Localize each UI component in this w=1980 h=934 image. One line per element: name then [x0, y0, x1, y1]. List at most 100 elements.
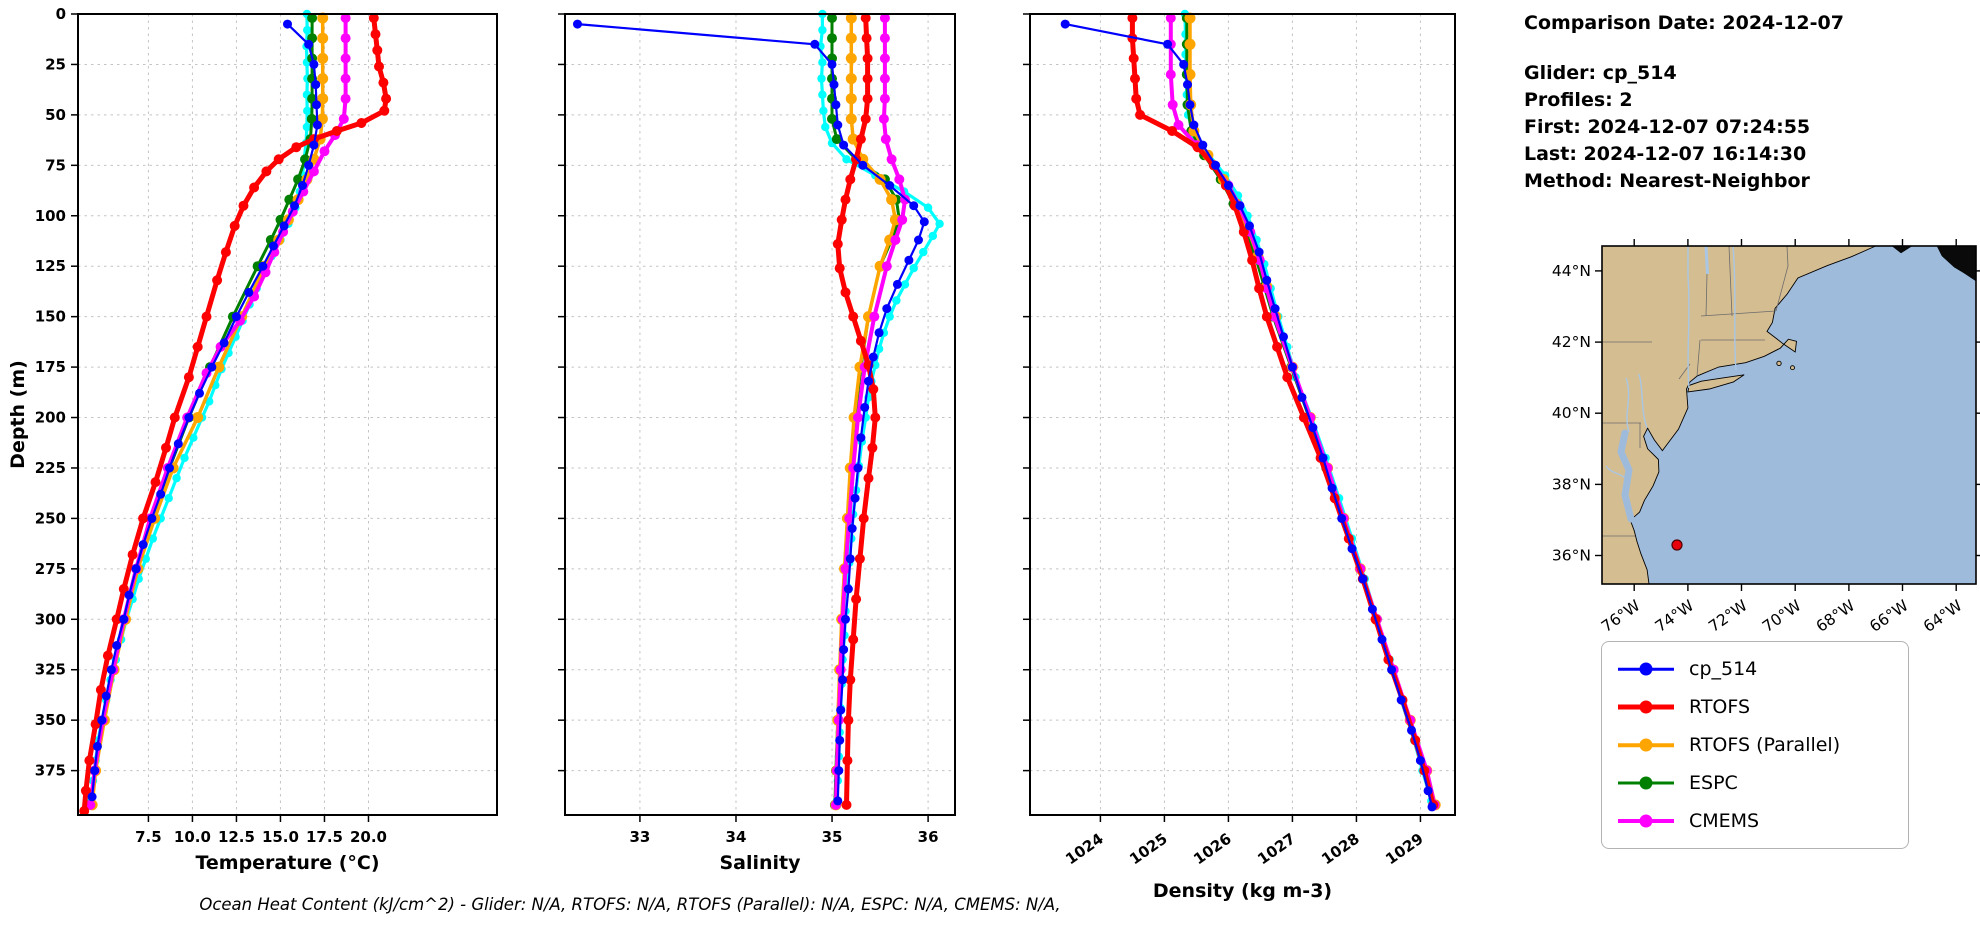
- tick-marks: [558, 13, 929, 822]
- gridlines: [565, 13, 955, 815]
- legend-label: ESPC: [1689, 772, 1738, 794]
- markers: [573, 19, 929, 806]
- x-tick-label: 1026: [1190, 830, 1235, 869]
- glider-location-marker: [1671, 539, 1683, 551]
- x-axis-title-density: Density (kg m-3): [1153, 880, 1332, 902]
- state-borders: [1602, 245, 1789, 537]
- lon-tick-label: 74°W: [1652, 597, 1697, 636]
- x-tick-label: 33: [629, 828, 650, 846]
- markers: [1060, 19, 1437, 812]
- x-axis-title-temperature: Temperature (°C): [195, 852, 379, 874]
- series-cp_514: [1060, 19, 1437, 812]
- series-rtofs-parallel-: [86, 12, 329, 811]
- method: Method: Nearest-Neighbor: [1524, 170, 1810, 192]
- x-tick-label: 12.5: [218, 828, 255, 846]
- x-tick-label: 7.5: [135, 828, 162, 846]
- x-tick-label: 1024: [1062, 830, 1107, 869]
- markers: [86, 12, 329, 811]
- x-tick-label: 17.5: [306, 828, 343, 846]
- y-tick-label: 250: [35, 509, 66, 527]
- tick-marks: [71, 13, 370, 822]
- y-tick-label: 100: [35, 207, 66, 225]
- lon-tick-label: 72°W: [1705, 597, 1750, 636]
- y-axis-title: Depth (m): [7, 360, 29, 469]
- chesapeake-bay: [1617, 429, 1635, 523]
- glider-name: Glider: cp_514: [1524, 62, 1677, 84]
- gridlines: [78, 13, 497, 815]
- series-cp_514: [87, 19, 322, 802]
- y-tick-label: 75: [45, 156, 66, 174]
- x-tick-label: 15.0: [262, 828, 299, 846]
- map: 36°N 38°N 40°N 42°N 44°N 76°W 74°W 72°W 70°W 68°W…: [1552, 239, 1980, 636]
- legend: cp_514 RTOFS RTOFS (Parallel) ESPC CMEMS: [1601, 641, 1909, 849]
- legend-label: CMEMS: [1689, 810, 1760, 832]
- profiles-count: Profiles: 2: [1524, 89, 1633, 111]
- lat-tick-label: 42°N: [1552, 333, 1591, 351]
- markers: [832, 13, 881, 810]
- y-tick-label: 200: [35, 409, 66, 427]
- legend-item-rtofs-parallel: RTOFS (Parallel): [1602, 726, 1908, 764]
- x-tick-label: 10.0: [174, 828, 211, 846]
- axes-frame: [1029, 13, 1456, 816]
- lat-tick-label: 44°N: [1552, 262, 1591, 280]
- y-tick-label: 275: [35, 560, 66, 578]
- profile-plots: 7.5 10.0 12.5 15.0 17.5 20.0 0 25 50 75 100 125 150 1…: [7, 5, 1456, 902]
- series-unlabeled_cyan: [87, 9, 312, 806]
- x-tick-label: 34: [726, 828, 747, 846]
- legend-item-cmems: CMEMS: [1602, 802, 1908, 840]
- series-rtofs: [832, 13, 881, 810]
- legend-item-rtofs: RTOFS: [1602, 688, 1908, 726]
- spacer: [1524, 37, 1844, 60]
- y-tick-label: 125: [35, 257, 66, 275]
- legend-marker-cmems: [1618, 813, 1674, 829]
- markers: [1127, 13, 1439, 810]
- lat-tick-label: 36°N: [1552, 547, 1591, 565]
- map-panel: 36°N 38°N 40°N 42°N 44°N 76°W 74°W 72°W 70°W 68°W…: [1540, 236, 1980, 656]
- lat-tick-label: 38°N: [1552, 475, 1591, 493]
- legend-label: cp_514: [1689, 658, 1758, 680]
- map-frame: [1601, 245, 1977, 585]
- y-tick-label: 0: [56, 5, 66, 23]
- long-island: [1687, 374, 1745, 393]
- legend-marker-rtofs-parallel: [1618, 737, 1674, 753]
- comparison-date: Comparison Date: 2024-12-07: [1524, 12, 1844, 34]
- legend-label: RTOFS: [1689, 696, 1751, 718]
- info-panel: Comparison Date: 2024-12-07 Glider: cp_5…: [1524, 10, 1844, 195]
- lon-tick-label: 64°W: [1920, 597, 1965, 636]
- lon-tick-label: 76°W: [1598, 597, 1643, 636]
- gridlines: [1030, 13, 1455, 815]
- x-tick-label: 1029: [1382, 830, 1427, 869]
- lon-tick-label: 70°W: [1759, 597, 1804, 636]
- legend-item-espc: ESPC: [1602, 764, 1908, 802]
- x-tick-label: 20.0: [350, 828, 387, 846]
- series-rtofs: [1127, 13, 1439, 810]
- coastline-mainland: [1601, 245, 1876, 585]
- lon-tick-label: 68°W: [1813, 597, 1858, 636]
- axes-frame: [564, 13, 956, 816]
- x-tick-label: 1028: [1318, 830, 1363, 869]
- chart-density: 1024 1025 1026 1027 1028 1029 Density (kg m-3): [1023, 9, 1456, 902]
- y-tick-label: 25: [45, 55, 66, 73]
- y-tick-label: 325: [35, 661, 66, 679]
- x-tick-label: 1027: [1254, 830, 1299, 869]
- series-cp_514: [573, 19, 929, 806]
- island: [1790, 365, 1795, 371]
- lon-tick-label: 66°W: [1866, 597, 1911, 636]
- legend-marker-cp_514: [1618, 661, 1674, 677]
- markers: [79, 13, 392, 816]
- y-tick-label: 225: [35, 459, 66, 477]
- legend-label: RTOFS (Parallel): [1689, 734, 1841, 756]
- x-tick-label: 35: [822, 828, 843, 846]
- lat-tick-label: 40°N: [1552, 404, 1591, 422]
- y-tick-label: 300: [35, 610, 66, 628]
- y-tick-label: 150: [35, 308, 66, 326]
- axes-frame: [77, 13, 498, 816]
- chart-salinity: 33 34 35 36 Salinity: [558, 9, 956, 874]
- map-land: [1601, 245, 1876, 585]
- x-axis-title-salinity: Salinity: [719, 852, 801, 874]
- island: [1776, 360, 1782, 367]
- ocean-heat-content-caption: Ocean Heat Content (kJ/cm^2) - Glider: N…: [199, 895, 1061, 914]
- y-tick-label: 350: [35, 711, 66, 729]
- markers: [87, 19, 322, 802]
